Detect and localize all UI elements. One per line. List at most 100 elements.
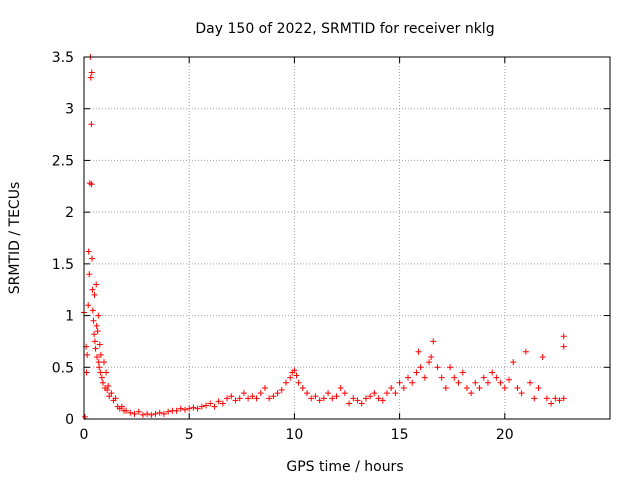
y-tick-label: 1.5 (52, 257, 74, 273)
data-point (426, 359, 433, 366)
data-point (463, 384, 470, 391)
x-tick-label: 20 (496, 427, 514, 443)
data-point (341, 390, 348, 397)
chart-title: Day 150 of 2022, SRMTID for receiver nkl… (195, 21, 494, 37)
data-point (316, 397, 323, 404)
data-point (278, 387, 285, 394)
data-point (103, 369, 110, 376)
data-point (447, 364, 454, 371)
y-tick-label: 3 (65, 102, 74, 118)
data-point (522, 348, 529, 355)
data-point (89, 286, 96, 293)
y-tick-label: 1 (65, 309, 74, 325)
data-point (91, 291, 98, 298)
data-point (100, 359, 107, 366)
data-point (405, 374, 412, 381)
data-point (190, 404, 197, 411)
data-point (240, 390, 247, 397)
data-point (127, 409, 134, 416)
data-point (99, 379, 106, 386)
data-point (371, 390, 378, 397)
data-point (308, 395, 315, 402)
data-point (93, 281, 100, 288)
data-point (88, 255, 95, 262)
data-point (97, 369, 104, 376)
data-point (203, 402, 210, 409)
data-point (156, 409, 163, 416)
data-point (379, 397, 386, 404)
data-point (484, 379, 491, 386)
data-point (346, 400, 353, 407)
data-point (428, 353, 435, 360)
data-point (135, 408, 142, 415)
data-point (282, 379, 289, 386)
data-point (108, 390, 115, 397)
data-point (91, 331, 98, 338)
data-point (266, 395, 273, 402)
data-point (354, 397, 361, 404)
data-point (92, 345, 99, 352)
data-point (455, 379, 462, 386)
data-point (543, 395, 550, 402)
data-point (293, 372, 300, 379)
data-point (392, 390, 399, 397)
data-point (552, 395, 559, 402)
data-point (362, 395, 369, 402)
data-point (98, 374, 105, 381)
data-point (94, 353, 101, 360)
data-point (548, 400, 555, 407)
data-point (287, 374, 294, 381)
data-point (304, 390, 311, 397)
data-point (123, 407, 130, 414)
data-point (480, 374, 487, 381)
x-tick-label: 0 (80, 427, 89, 443)
data-point (413, 369, 420, 376)
data-point (438, 374, 445, 381)
y-tick-label: 0.5 (52, 360, 74, 376)
data-point (219, 400, 226, 407)
y-tick-label: 2 (65, 205, 74, 221)
data-point (560, 395, 567, 402)
data-point (325, 390, 332, 397)
data-point (88, 121, 95, 128)
data-point (104, 387, 111, 394)
data-point (131, 410, 138, 417)
data-point (88, 181, 95, 188)
data-point (198, 403, 205, 410)
data-point (215, 398, 222, 405)
data-point (88, 69, 95, 76)
data-point (86, 271, 93, 278)
data-point (253, 395, 260, 402)
plot-frame (83, 56, 611, 420)
data-point (518, 390, 525, 397)
data-point (96, 364, 103, 371)
data-point (118, 403, 125, 410)
data-point (497, 379, 504, 386)
data-point (510, 359, 517, 366)
data-point (329, 395, 336, 402)
data-point (468, 390, 475, 397)
x-tick-label: 15 (391, 427, 409, 443)
data-point (333, 393, 340, 400)
data-point (89, 307, 96, 314)
data-point (383, 390, 390, 397)
data-point (527, 379, 534, 386)
data-point (85, 248, 92, 255)
data-point (451, 374, 458, 381)
data-point (535, 384, 542, 391)
data-point (291, 367, 298, 374)
data-point (442, 384, 449, 391)
data-point (476, 384, 483, 391)
y-tick-label: 2.5 (52, 153, 74, 169)
data-point (96, 341, 103, 348)
data-point (506, 376, 513, 383)
data-point (173, 407, 180, 414)
data-point (224, 395, 231, 402)
data-point (211, 403, 218, 410)
data-point (409, 379, 416, 386)
data-point (236, 395, 243, 402)
data-point (415, 348, 422, 355)
data-point (388, 384, 395, 391)
data-point (560, 333, 567, 340)
data-point (560, 343, 567, 350)
